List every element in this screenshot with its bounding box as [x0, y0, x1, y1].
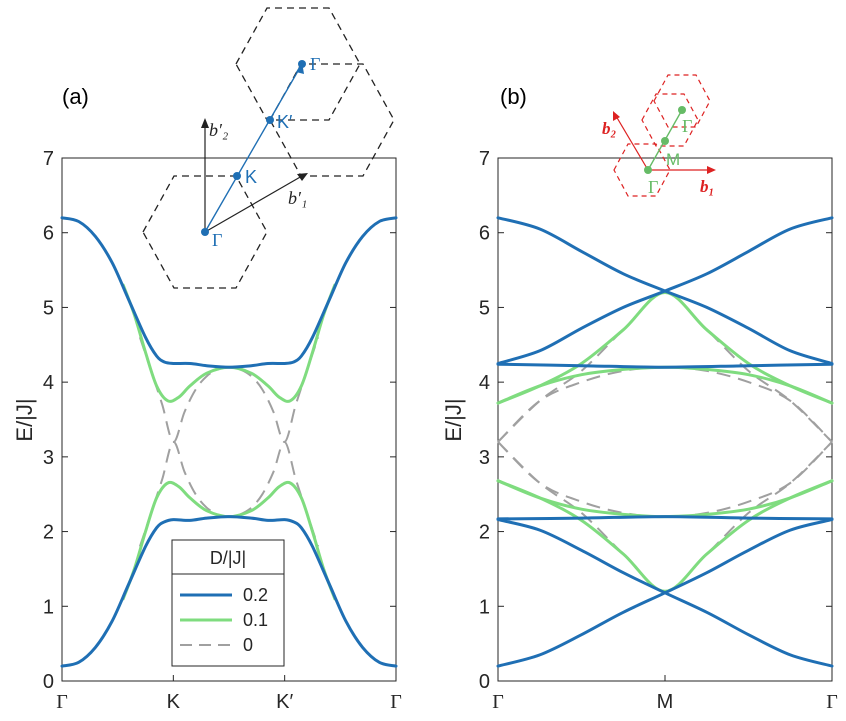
inset-b-b2-label: b₂ — [602, 119, 617, 138]
inset-a-b2-label: b′₂ — [209, 120, 228, 140]
inset-a-label-gamma-2: Γ — [310, 54, 320, 74]
panel-b-series-0.1-curve-2 — [496, 479, 834, 593]
panel-b-series-0.2-curve-4 — [496, 518, 834, 668]
panel-b-xtick-2: Γ — [826, 691, 838, 713]
legend-title: D/|J| — [210, 548, 246, 568]
panel-a-ytick-7: 7 — [43, 148, 54, 170]
panel-a-xtick-0: Γ — [56, 691, 68, 713]
inset-a-label-gamma: Γ — [212, 230, 222, 250]
panel-a-ylabel: E/|J| — [12, 398, 37, 441]
panel-b-axes — [497, 157, 833, 682]
inset-b-b2-arrowhead — [613, 111, 620, 121]
panel-b-ytick-6: 6 — [479, 223, 490, 245]
panel-a-ytick-3: 3 — [43, 447, 54, 469]
inset-a-b1-vector — [204, 175, 303, 233]
panel-b-series-0.1-curve-3 — [496, 479, 834, 519]
inset-b-b1-arrowhead — [707, 166, 716, 174]
inset-b-label-gamma-2: Γ — [682, 116, 692, 136]
inset-a-point-gamma-2 — [298, 60, 306, 68]
panel-b-xtick-1: M — [657, 691, 674, 713]
inset-b-hexagon-1 — [613, 143, 671, 197]
inset-a-point-kprime — [266, 116, 274, 124]
panel-a-series-0-curve-0 — [138, 336, 320, 443]
panel-b-ytick-0: 0 — [479, 671, 490, 693]
panel-b-ytick-2: 2 — [479, 522, 490, 544]
panel-a-ytick-5: 5 — [43, 297, 54, 319]
legend-label-0.1: 0.1 — [243, 610, 268, 630]
panel-b-ytick-7: 7 — [479, 148, 490, 170]
panel-a-ytick-0: 0 — [43, 671, 54, 693]
panel-a-plot-frame — [61, 157, 397, 682]
panel-a-xtick-2: K′ — [276, 691, 293, 713]
panel-a-ytick-6: 6 — [43, 223, 54, 245]
inset-b-b1-label: b₁ — [700, 177, 714, 196]
inset-b-b2-vector — [615, 115, 649, 171]
panel-a-xtick-1: K — [167, 691, 181, 713]
inset-a-label-kprime: K′ — [277, 112, 293, 132]
panel-a-label: (a) — [62, 84, 89, 109]
inset-b-hexagon-2 — [641, 93, 699, 147]
panel-b-series-0.2-curve-1 — [496, 216, 834, 365]
panel-a: (a) E/|J| 0 1 2 3 4 5 6 7 Γ K K′ Γ b′₂ b′₁ Γ K K — [12, 7, 402, 713]
inset-a-point-gamma — [201, 228, 209, 236]
inset-b-label-gamma: Γ — [648, 177, 658, 197]
panel-a-series-0-curve-1 — [138, 440, 320, 547]
panel-b-series-0.2-curve-2 — [496, 362, 834, 369]
panel-a-xtick-3: Γ — [390, 691, 402, 713]
panel-b-curves — [496, 216, 834, 668]
inset-b-point-m — [661, 137, 669, 145]
inset-a-label-k: K — [245, 167, 257, 187]
inset-a-point-k — [233, 172, 241, 180]
legend-label-0.2: 0.2 — [243, 585, 268, 605]
panel-b-xtick-0: Γ — [492, 691, 504, 713]
panel-a-axes — [61, 157, 397, 682]
panel-a-series-0.1-curve-0 — [121, 283, 337, 403]
panel-a-curves — [60, 216, 398, 668]
legend-label-0: 0 — [243, 635, 253, 655]
panel-b-ytick-4: 4 — [479, 372, 490, 394]
panel-b-series-0-curve-1 — [497, 366, 833, 443]
panel-b-ytick-1: 1 — [479, 596, 490, 618]
inset-a-k-path — [204, 63, 303, 233]
panel-b-ytick-5: 5 — [479, 297, 490, 319]
panel-b-ytick-3: 3 — [479, 447, 490, 469]
inset-b-point-gamma — [644, 166, 652, 174]
legend: D/|J| 0.2 0.1 0 — [171, 539, 285, 667]
panel-a-ytick-1: 1 — [43, 596, 54, 618]
inset-b-label-m: M — [666, 150, 680, 169]
inset-b-hexagon-3 — [653, 74, 711, 128]
panel-a-series-0.2-curve-0 — [60, 216, 398, 369]
panel-a-ytick-4: 4 — [43, 372, 54, 394]
panel-b-plot-frame — [497, 157, 833, 682]
inset-a-hexagon-1 — [142, 175, 268, 289]
panel-b-ylabel: E/|J| — [441, 398, 466, 441]
inset-b-point-gamma-2 — [678, 106, 686, 114]
panel-a-ticks: 0 1 2 3 4 5 6 7 Γ K K′ Γ — [43, 148, 402, 713]
panel-a-ytick-2: 2 — [43, 522, 54, 544]
panel-b-inset-brillouin-zone: b₂ b₁ Γ M Γ — [602, 74, 716, 197]
inset-a-b2-arrowhead — [201, 118, 209, 128]
panel-a-series-0.2-curve-1 — [60, 515, 398, 668]
inset-a-b1-label: b′₁ — [288, 188, 307, 208]
inset-a-b1-arrowhead — [297, 173, 308, 181]
panel-b-series-0.2-curve-5 — [496, 515, 834, 521]
panel-a-inset-brillouin-zone: b′₂ b′₁ Γ K K′ Γ — [142, 7, 395, 289]
panel-b-series-0.1-curve-1 — [496, 365, 834, 405]
panel-b-label: (b) — [500, 84, 527, 109]
panel-b-series-0-curve-3 — [497, 441, 833, 518]
